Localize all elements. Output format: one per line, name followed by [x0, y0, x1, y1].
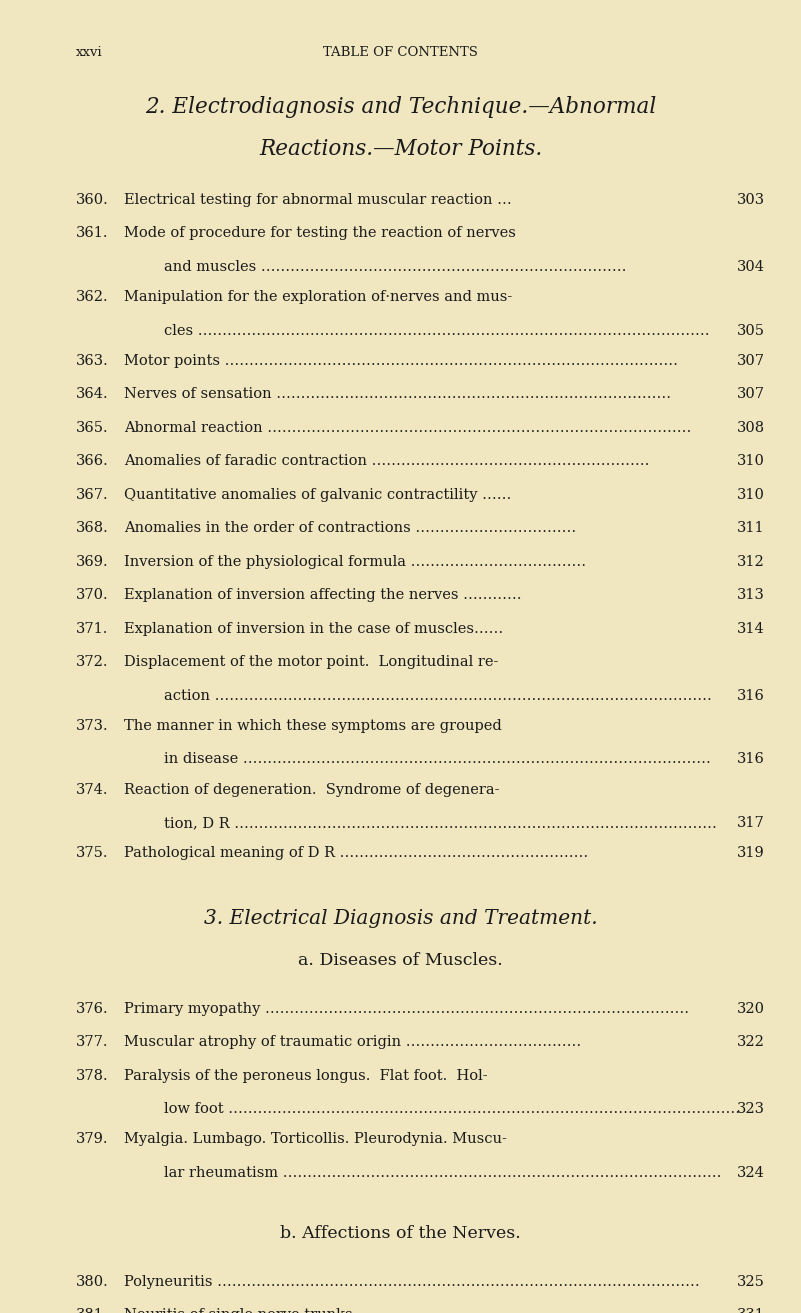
Text: Neuritis of single nerve trunks ……………………………………………: Neuritis of single nerve trunks ………………………	[124, 1308, 606, 1313]
Text: 363.: 363.	[76, 355, 109, 368]
Text: 323: 323	[737, 1102, 765, 1116]
Text: Motor points …………………………………………………………………………………: Motor points …………………………………………………………………………	[124, 355, 678, 368]
Text: Pathological meaning of D R ……………………………………………: Pathological meaning of D R …………………………………	[124, 846, 589, 860]
Text: lar rheumatism ………………………………………………………………………………: lar rheumatism ……………………………………………………………………	[164, 1166, 722, 1180]
Text: TABLE OF CONTENTS: TABLE OF CONTENTS	[323, 46, 478, 59]
Text: 311: 311	[738, 521, 765, 536]
Text: 365.: 365.	[76, 420, 109, 435]
Text: 322: 322	[737, 1035, 765, 1049]
Text: Myalgia. Lumbago. Torticollis. Pleurodynia. Muscu-: Myalgia. Lumbago. Torticollis. Pleurodyn…	[124, 1132, 507, 1146]
Text: 325: 325	[737, 1275, 765, 1289]
Text: Quantitative anomalies of galvanic contractility ……: Quantitative anomalies of galvanic contr…	[124, 487, 512, 502]
Text: cles ……………………………………………………………………………………………: cles ……………………………………………………………………………………………	[164, 324, 710, 337]
Text: 307: 307	[737, 387, 765, 402]
Text: Inversion of the physiological formula ………………………………: Inversion of the physiological formula ……	[124, 554, 586, 569]
Text: 3. Electrical Diagnosis and Treatment.: 3. Electrical Diagnosis and Treatment.	[203, 909, 598, 927]
Text: 370.: 370.	[76, 588, 109, 603]
Text: 372.: 372.	[76, 655, 109, 670]
Text: 373.: 373.	[76, 718, 109, 733]
Text: 367.: 367.	[76, 487, 109, 502]
Text: Reactions.—Motor Points.: Reactions.—Motor Points.	[259, 138, 542, 160]
Text: Reaction of degeneration.  Syndrome of degenera-: Reaction of degeneration. Syndrome of de…	[124, 783, 500, 797]
Text: Anomalies in the order of contractions ……………………………: Anomalies in the order of contractions ……	[124, 521, 577, 536]
Text: 305: 305	[737, 324, 765, 337]
Text: b. Affections of the Nerves.: b. Affections of the Nerves.	[280, 1225, 521, 1242]
Text: 371.: 371.	[76, 621, 108, 635]
Text: Primary myopathy ……………………………………………………………………………: Primary myopathy ………………………………………………………………	[124, 1002, 690, 1016]
Text: in disease ……………………………………………………………………………………: in disease ………………………………………………………………………………	[164, 752, 711, 767]
Text: 316: 316	[737, 688, 765, 702]
Text: a. Diseases of Muscles.: a. Diseases of Muscles.	[298, 952, 503, 969]
Text: 374.: 374.	[76, 783, 109, 797]
Text: xxvi: xxvi	[76, 46, 103, 59]
Text: Abnormal reaction ……………………………………………………………………………: Abnormal reaction ……………………………………………………………	[124, 420, 691, 435]
Text: 360.: 360.	[76, 193, 109, 207]
Text: Muscular atrophy of traumatic origin ………………………………: Muscular atrophy of traumatic origin …………	[124, 1035, 582, 1049]
Text: 378.: 378.	[76, 1069, 109, 1083]
Text: Explanation of inversion in the case of muscles……: Explanation of inversion in the case of …	[124, 621, 503, 635]
Text: 331: 331	[737, 1308, 765, 1313]
Text: action …………………………………………………………………………………………: action …………………………………………………………………………………………	[164, 688, 712, 702]
Text: 377.: 377.	[76, 1035, 109, 1049]
Text: Paralysis of the peroneus longus.  Flat foot.  Hol-: Paralysis of the peroneus longus. Flat f…	[124, 1069, 488, 1083]
Text: 368.: 368.	[76, 521, 109, 536]
Text: Displacement of the motor point.  Longitudinal re-: Displacement of the motor point. Longitu…	[124, 655, 498, 670]
Text: 324: 324	[737, 1166, 765, 1180]
Text: 303: 303	[737, 193, 765, 207]
Text: Anomalies of faradic contraction …………………………………………………: Anomalies of faradic contraction ……………………	[124, 454, 650, 469]
Text: 364.: 364.	[76, 387, 109, 402]
Text: and muscles …………………………………………………………………: and muscles …………………………………………………………………	[164, 260, 626, 274]
Text: 304: 304	[737, 260, 765, 274]
Text: 310: 310	[737, 487, 765, 502]
Text: 2. Electrodiagnosis and Technique.—Abnormal: 2. Electrodiagnosis and Technique.—Abnor…	[145, 96, 656, 118]
Text: Nerves of sensation ………………………………………………………………………: Nerves of sensation ………………………………………………………	[124, 387, 671, 402]
Text: 375.: 375.	[76, 846, 109, 860]
Text: Electrical testing for abnormal muscular reaction …: Electrical testing for abnormal muscular…	[124, 193, 512, 207]
Text: 310: 310	[737, 454, 765, 469]
Text: 379.: 379.	[76, 1132, 109, 1146]
Text: 307: 307	[737, 355, 765, 368]
Text: 320: 320	[737, 1002, 765, 1016]
Text: 314: 314	[737, 621, 765, 635]
Text: The manner in which these symptoms are grouped: The manner in which these symptoms are g…	[124, 718, 502, 733]
Text: 362.: 362.	[76, 290, 109, 305]
Text: 366.: 366.	[76, 454, 109, 469]
Text: 317: 317	[737, 815, 765, 830]
Text: 313: 313	[737, 588, 765, 603]
Text: 376.: 376.	[76, 1002, 109, 1016]
Text: 308: 308	[737, 420, 765, 435]
Text: 316: 316	[737, 752, 765, 767]
Text: low foot ……………………………………………………………………………………………: low foot ……………………………………………………………………………………	[164, 1102, 740, 1116]
Text: 380.: 380.	[76, 1275, 109, 1289]
Text: 312: 312	[737, 554, 765, 569]
Text: 319: 319	[737, 846, 765, 860]
Text: 369.: 369.	[76, 554, 109, 569]
Text: 361.: 361.	[76, 226, 109, 240]
Text: Explanation of inversion affecting the nerves …………: Explanation of inversion affecting the n…	[124, 588, 521, 603]
Text: tion, D R ………………………………………………………………………………………: tion, D R …………………………………………………………………………………	[164, 815, 717, 830]
Text: Manipulation for the exploration of·nerves and mus-: Manipulation for the exploration of·nerv…	[124, 290, 513, 305]
Text: 381.: 381.	[76, 1308, 109, 1313]
Text: Polyneuritis ………………………………………………………………………………………: Polyneuritis …………………………………………………………………………	[124, 1275, 700, 1289]
Text: Mode of procedure for testing the reaction of nerves: Mode of procedure for testing the reacti…	[124, 226, 516, 240]
